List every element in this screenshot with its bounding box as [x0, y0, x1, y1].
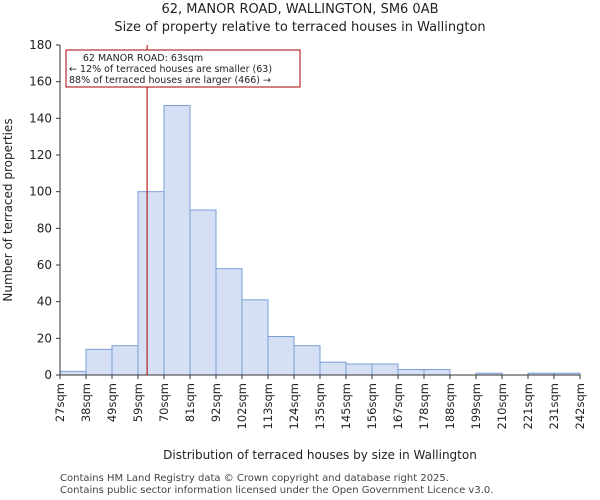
x-tick-label: 70sqm — [157, 383, 171, 422]
x-tick-label: 102sqm — [235, 383, 249, 429]
histogram-bar — [345, 363, 373, 376]
y-tick-label: 140 — [29, 111, 52, 125]
x-tick-label: 113sqm — [261, 383, 275, 429]
x-tick-label: 221sqm — [521, 383, 535, 429]
x-tick-label: 124sqm — [287, 383, 301, 429]
footer-copyright: Contains HM Land Registry data © Crown c… — [60, 473, 449, 484]
x-tick-label: 231sqm — [547, 383, 561, 429]
y-tick-label: 120 — [29, 148, 52, 162]
histogram-bar — [85, 348, 113, 376]
chart-title: 62, MANOR ROAD, WALLINGTON, SM6 0AB — [161, 2, 439, 17]
x-tick-label: 49sqm — [105, 383, 119, 422]
chart-subtitle: Size of property relative to terraced ho… — [114, 20, 486, 35]
x-tick-label: 81sqm — [183, 383, 197, 422]
x-tick-label: 199sqm — [469, 383, 483, 429]
x-tick-label: 145sqm — [339, 383, 353, 429]
y-tick-label: 20 — [37, 331, 52, 345]
y-tick-label: 160 — [29, 75, 52, 89]
histogram-bar — [241, 299, 269, 376]
y-tick-label: 180 — [29, 38, 52, 52]
y-tick-label: 0 — [44, 368, 52, 382]
footer-licence: Contains public sector information licen… — [60, 485, 494, 496]
x-tick-label: 242sqm — [573, 383, 587, 429]
histogram-bar — [163, 105, 191, 376]
annotation-title: 62 MANOR ROAD: 63sqm — [83, 53, 203, 64]
y-tick-label: 40 — [37, 295, 52, 309]
y-axis-label: Number of terraced properties — [1, 118, 15, 301]
histogram-bar — [189, 209, 217, 376]
x-tick-label: 92sqm — [209, 383, 223, 422]
histogram-bar — [137, 191, 165, 376]
y-tick-label: 80 — [37, 221, 52, 235]
annotation-box — [65, 49, 301, 88]
x-axis-label: Distribution of terraced houses by size … — [163, 448, 477, 462]
histogram-bar — [319, 361, 347, 376]
x-tick-label: 188sqm — [443, 383, 457, 429]
annotation-smaller: ← 12% of terraced houses are smaller (63… — [69, 64, 272, 75]
histogram-bar — [267, 336, 295, 376]
x-tick-label: 135sqm — [313, 383, 327, 429]
y-tick-label: 100 — [29, 185, 52, 199]
histogram-bar — [293, 345, 321, 376]
histogram-bar — [371, 363, 399, 376]
x-tick-label: 38sqm — [79, 383, 93, 422]
x-tick-label: 210sqm — [495, 383, 509, 429]
y-tick-label: 60 — [37, 258, 52, 272]
annotation-larger: 88% of terraced houses are larger (466) … — [69, 75, 271, 86]
histogram-bar — [111, 345, 139, 376]
x-tick-label: 167sqm — [391, 383, 405, 429]
x-tick-label: 156sqm — [365, 383, 379, 429]
histogram-bar — [59, 370, 87, 376]
x-tick-label: 178sqm — [417, 383, 431, 429]
histogram-bar — [215, 268, 243, 376]
x-tick-label: 59sqm — [131, 383, 145, 422]
histogram-bar — [423, 369, 451, 376]
x-tick-label: 27sqm — [53, 383, 67, 422]
histogram-bar — [397, 369, 425, 376]
